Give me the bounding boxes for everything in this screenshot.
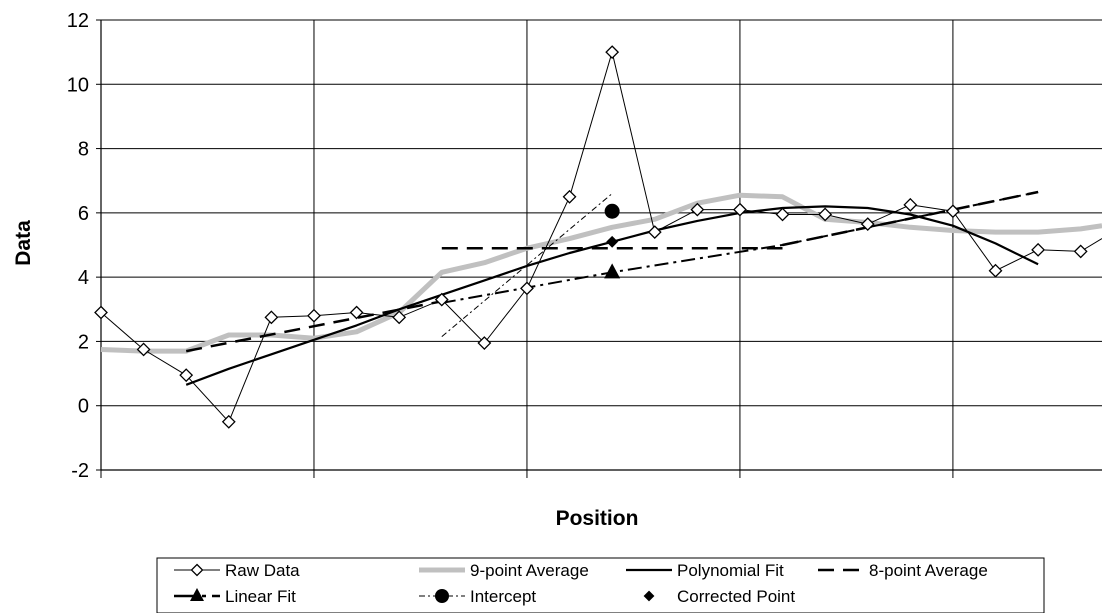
y-axis-title: Data	[12, 220, 35, 266]
y-tick-label: -2	[71, 460, 89, 482]
raw-data-point	[733, 202, 747, 217]
circle-marker	[435, 589, 449, 603]
raw-data-point	[136, 342, 151, 357]
raw-data-point	[945, 204, 960, 219]
intercept-point	[604, 203, 620, 219]
y-tick-label: 12	[67, 10, 89, 32]
raw-data-point	[562, 189, 577, 204]
raw-data-point	[1073, 244, 1088, 259]
y-tick-label: 6	[78, 203, 89, 225]
raw-data-point	[860, 217, 875, 232]
raw-data-point	[647, 225, 662, 240]
linear-fit-point	[604, 263, 621, 279]
legend-swatch	[419, 589, 465, 603]
raw-data-point	[179, 368, 194, 383]
series-layer	[94, 45, 1102, 429]
y-tick-label: 10	[67, 74, 89, 96]
x-axis-title: Position	[556, 507, 639, 530]
raw-data-point	[988, 263, 1003, 278]
series-line-intercept	[441, 193, 613, 337]
raw-data-point	[520, 281, 534, 296]
open-diamond-marker	[190, 563, 204, 577]
series-line-8-point-average	[782, 190, 1039, 247]
series-line-8-point-average	[185, 300, 443, 353]
legend-label: 8-point Average	[869, 561, 988, 580]
legend-label: Corrected Point	[677, 587, 795, 606]
legend-swatch	[174, 563, 220, 577]
raw-data-point	[1031, 242, 1046, 257]
legend: Raw Data 9-point Average Polynomial Fit 8-p…	[156, 557, 1045, 613]
legend-label: Polynomial Fit	[677, 561, 784, 580]
raw-data-point	[775, 207, 790, 222]
raw-data-point	[818, 207, 833, 222]
y-tick-label: 2	[78, 331, 89, 353]
raw-data-point	[477, 336, 492, 350]
triangle-marker	[190, 588, 204, 601]
y-tick-labels: 12 10 8 6 4 2 0 -2	[67, 10, 89, 482]
legend-box	[156, 557, 1045, 613]
raw-data-point	[94, 305, 108, 320]
filled-diamond-marker	[643, 590, 655, 602]
legend-swatch	[643, 590, 655, 602]
legend-swatch	[174, 588, 220, 601]
raw-data-point	[605, 45, 620, 60]
series-line-raw-data	[100, 50, 1102, 423]
raw-data-point	[307, 308, 321, 323]
corrected-point	[606, 235, 619, 248]
raw-data-point	[903, 197, 918, 212]
raw-data-point	[349, 305, 364, 320]
raw-data-point	[264, 310, 279, 325]
y-tick-label: 4	[78, 267, 89, 289]
raw-data-point	[434, 292, 449, 307]
grid	[100, 19, 1102, 471]
raw-data-point	[221, 414, 236, 429]
legend-label: Linear Fit	[225, 587, 296, 606]
y-tick-label: 8	[78, 139, 89, 161]
axes	[96, 19, 1102, 478]
legend-label: Intercept	[470, 587, 536, 606]
series-line-9-point-average	[100, 192, 1102, 354]
legend-label: 9-point Average	[470, 561, 589, 580]
raw-data-point	[690, 202, 705, 217]
y-tick-label: 0	[78, 396, 89, 418]
legend-label: Raw Data	[225, 561, 300, 580]
raw-data-point	[392, 310, 407, 325]
